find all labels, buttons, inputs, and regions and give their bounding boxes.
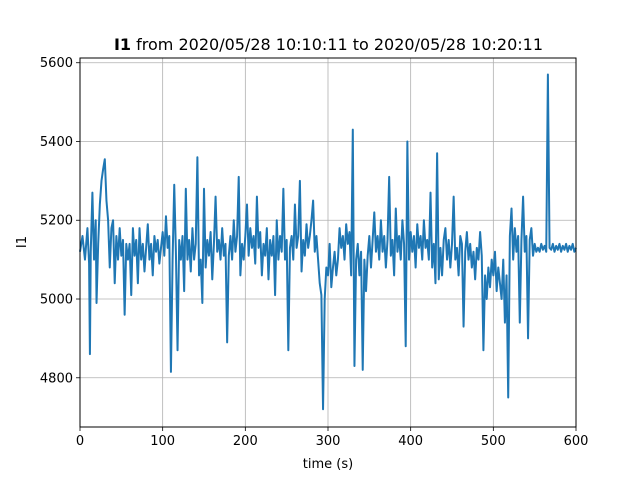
x-axis-label: time (s) [303, 457, 353, 472]
x-tick-label: 400 [398, 434, 423, 449]
chart-title: I1 from 2020/05/28 10:10:11 to 2020/05/2… [114, 35, 543, 54]
x-tick-label: 0 [76, 434, 84, 449]
x-axis-ticks: 0 100 200 300 400 500 600 [76, 427, 589, 449]
y-tick-label: 5400 [40, 135, 73, 150]
x-tick-label: 200 [233, 434, 258, 449]
y-tick-label: 5200 [40, 214, 73, 229]
x-tick-label: 600 [564, 434, 589, 449]
y-tick-label: 4800 [40, 371, 73, 386]
y-tick-label: 5600 [40, 56, 73, 71]
chart-title-bold: I1 [114, 35, 131, 54]
chart-title-rest: from 2020/05/28 10:10:11 to 2020/05/28 1… [131, 35, 543, 54]
x-tick-label: 300 [316, 434, 341, 449]
y-axis-label: I1 [15, 236, 30, 248]
y-axis-ticks: 4800 5000 5200 5400 5600 [40, 56, 80, 386]
series-line [79, 73, 577, 411]
x-tick-label: 100 [150, 434, 175, 449]
series-lines [79, 73, 577, 411]
y-tick-label: 5000 [40, 293, 73, 308]
x-tick-label: 500 [481, 434, 506, 449]
